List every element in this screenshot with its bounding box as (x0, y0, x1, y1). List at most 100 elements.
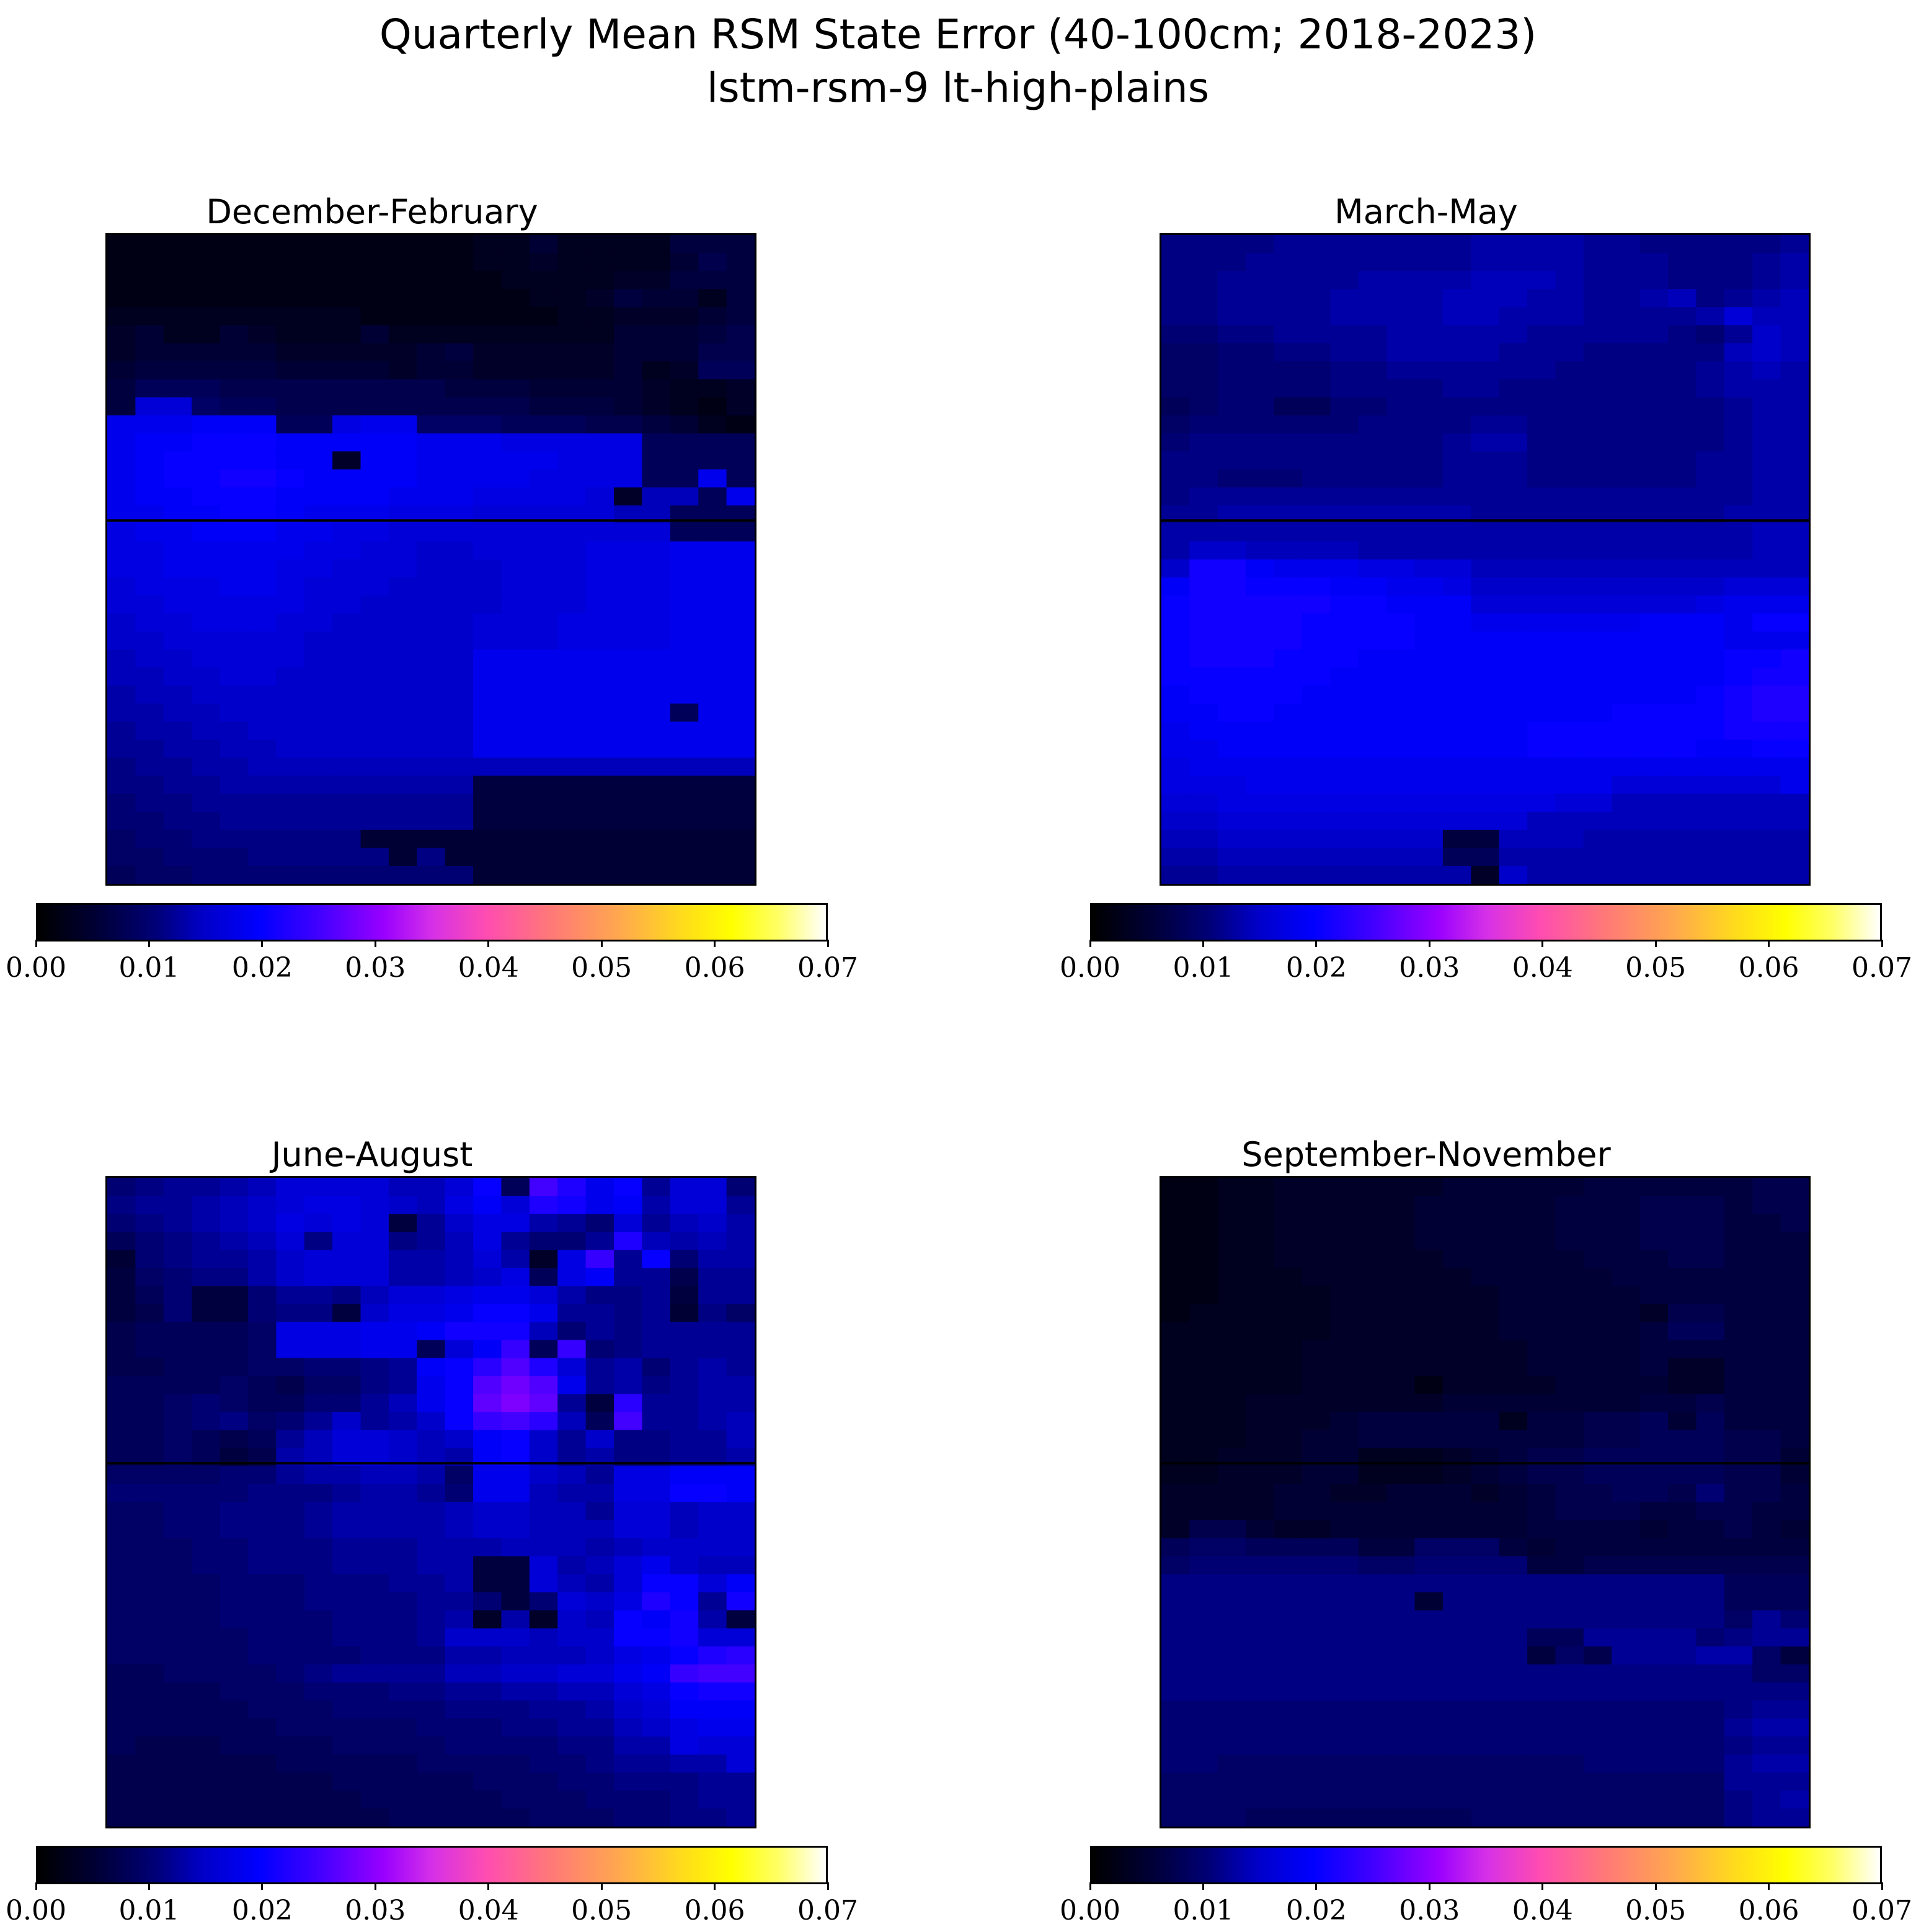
heatmap-cell (1161, 1376, 1191, 1395)
heatmap-cell (1330, 307, 1359, 326)
heatmap-cell (1555, 1376, 1584, 1395)
heatmap-cell (276, 325, 305, 344)
heatmap-cell (557, 1700, 587, 1719)
heatmap-cell (557, 829, 587, 848)
heatmap-cell (135, 1520, 164, 1539)
heatmap-cell (473, 487, 502, 506)
heatmap-cell (417, 1376, 446, 1395)
heatmap-cell (1639, 1502, 1669, 1521)
heatmap-cell (107, 253, 136, 272)
heatmap-cell (1752, 397, 1781, 416)
heatmap-cell (1527, 577, 1556, 596)
heatmap-cell (1161, 685, 1191, 705)
heatmap-cell (1668, 847, 1697, 866)
heatmap-cell (614, 631, 643, 650)
heatmap-cell (192, 577, 221, 596)
heatmap-cell (1499, 631, 1528, 650)
heatmap-cell (1189, 1232, 1218, 1250)
heatmap-cell (1274, 1574, 1303, 1593)
heatmap-cell (1246, 613, 1275, 632)
heatmap-cell (276, 397, 305, 416)
heatmap-cell (360, 433, 389, 452)
heatmap-cell (1612, 1790, 1641, 1809)
heatmap-cell (1161, 1214, 1191, 1232)
heatmap-cell (1499, 811, 1528, 830)
heatmap-cell (192, 1538, 221, 1557)
heatmap-cell (417, 685, 446, 705)
heatmap-cell (473, 811, 502, 830)
heatmap-cell (473, 1502, 502, 1521)
heatmap-cell (304, 1178, 334, 1196)
colorbar-tick-label: 0.07 (1852, 952, 1912, 984)
heatmap-cell (726, 1250, 755, 1268)
heatmap-cell (445, 1556, 474, 1575)
heatmap-cell (304, 1592, 334, 1611)
heatmap-cell (1499, 1430, 1528, 1449)
heatmap-cell (642, 1178, 671, 1196)
heatmap-cell (304, 1538, 334, 1557)
heatmap-cell (698, 235, 727, 254)
heatmap-cell (614, 793, 643, 812)
heatmap-cell (135, 577, 164, 596)
heatmap-cell (1724, 379, 1754, 398)
heatmap-cell (163, 577, 193, 596)
heatmap-cell (473, 649, 502, 668)
heatmap-cell (360, 1754, 389, 1773)
heatmap-cell (1668, 1322, 1697, 1341)
heatmap-cell (1442, 1502, 1472, 1521)
heatmap-cell (1302, 1268, 1331, 1286)
heatmap-cell (107, 811, 136, 830)
heatmap-cell (163, 685, 193, 705)
heatmap-cell (1752, 1790, 1781, 1809)
heatmap-cell (1330, 649, 1359, 668)
heatmap-cell (1471, 343, 1500, 362)
heatmap-cell (1217, 1268, 1247, 1286)
heatmap-cell (1246, 1538, 1275, 1557)
heatmap-cell (642, 1466, 671, 1485)
heatmap-cell (107, 1358, 136, 1377)
heatmap-cell (360, 1178, 389, 1196)
heatmap-cell (192, 1610, 221, 1629)
heatmap-cell (276, 1250, 305, 1268)
heatmap-cell (1189, 739, 1218, 759)
heatmap-cell (670, 271, 699, 290)
heatmap-cell (1302, 703, 1331, 723)
heatmap-cell (135, 649, 164, 668)
heatmap-cell (1161, 271, 1191, 290)
heatmap-cell (107, 1610, 136, 1629)
heatmap-cell (670, 1808, 699, 1827)
heatmap-cell (135, 1340, 164, 1359)
heatmap-cell (1442, 1592, 1472, 1611)
heatmap-cell (501, 1484, 530, 1503)
heatmap-cell (192, 415, 221, 434)
heatmap-cell (445, 667, 474, 686)
heatmap-cell (585, 811, 614, 830)
heatmap-cell (1583, 1538, 1613, 1557)
heatmap-cell (501, 379, 530, 398)
heatmap-cell (304, 1214, 334, 1232)
heatmap-cell (1217, 1304, 1247, 1323)
heatmap-cell (163, 1340, 193, 1359)
heatmap-cell (501, 631, 530, 650)
heatmap-cell (1358, 1772, 1388, 1791)
heatmap-cell (1189, 487, 1218, 506)
colorbar-tick-label: 0.05 (1625, 1895, 1687, 1926)
heatmap-cell (247, 1574, 277, 1593)
heatmap-cell (1414, 415, 1444, 434)
heatmap-cell (501, 523, 530, 542)
heatmap-cell (1527, 415, 1556, 434)
heatmap-cell (473, 631, 502, 650)
heatmap-cell (1386, 343, 1416, 362)
heatmap-cell (1696, 1466, 1725, 1485)
heatmap-cell (585, 1556, 614, 1575)
heatmap-cell (1724, 631, 1754, 650)
heatmap-cell (1639, 1520, 1669, 1539)
heatmap-cell (698, 379, 727, 398)
heatmap-cell (1583, 829, 1613, 848)
heatmap-cell (445, 1358, 474, 1377)
heatmap-cell (163, 1412, 193, 1431)
heatmap-cell (388, 1394, 418, 1413)
heatmap-cell (1527, 757, 1556, 777)
heatmap-cell (642, 1556, 671, 1575)
heatmap-cell (332, 1322, 361, 1341)
